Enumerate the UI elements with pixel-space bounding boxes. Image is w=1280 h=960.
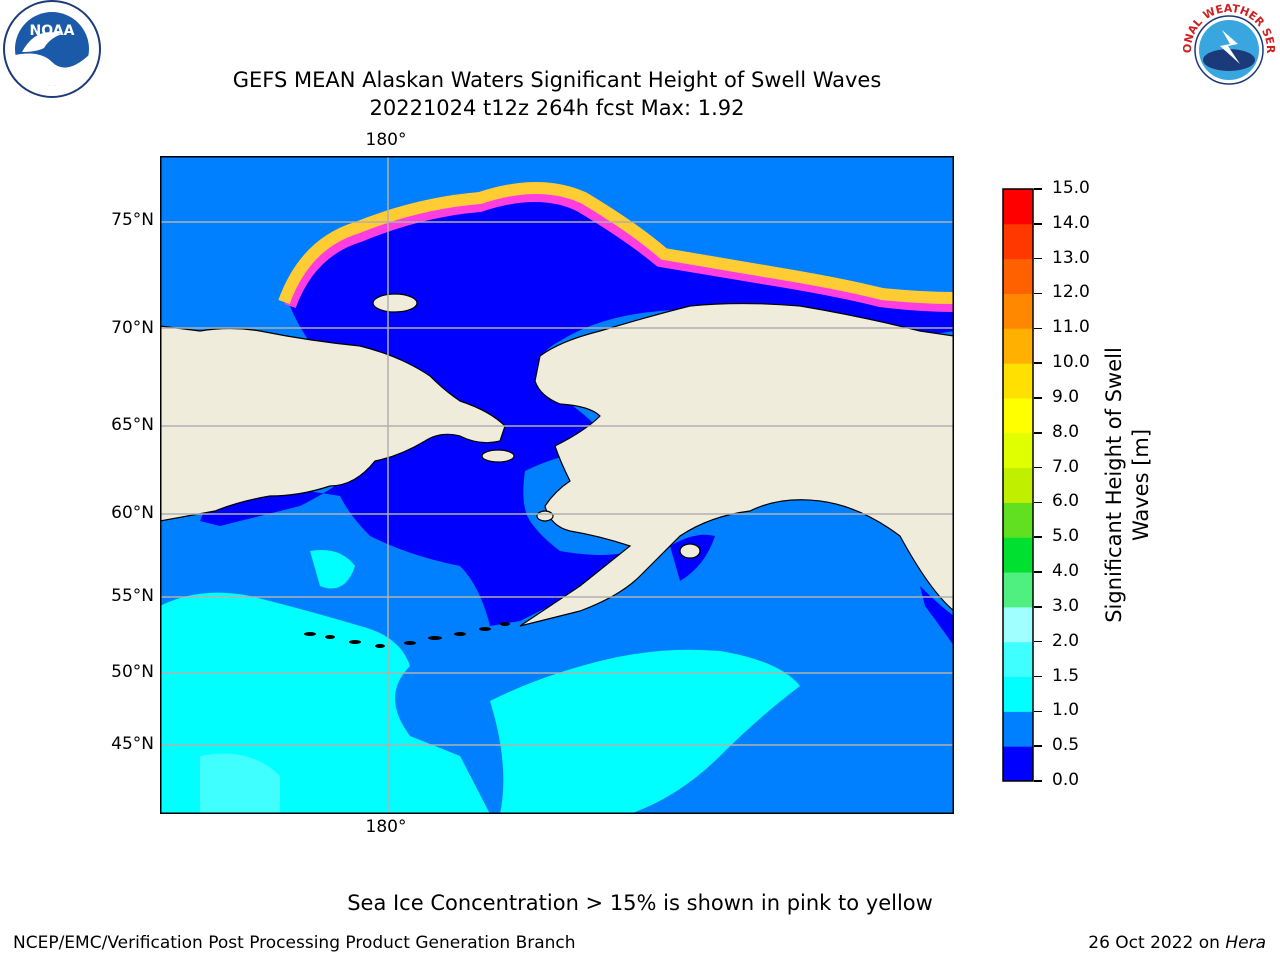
colorbar-tick-mark xyxy=(1034,710,1042,713)
colorbar-tick-label: 5.0 xyxy=(1052,526,1080,547)
land-alaska xyxy=(519,302,954,627)
aleutian-islands xyxy=(304,622,510,648)
colorbar-tick-mark xyxy=(1034,223,1042,225)
lon-label-top: 180° xyxy=(365,130,407,150)
lat-label-60n: 60°N xyxy=(111,503,154,523)
swell-band-0-0-5 xyxy=(920,586,954,646)
land-st-lawrence-island xyxy=(481,449,515,463)
colorbar-tick-label: 2.0 xyxy=(1052,630,1080,651)
colorbar-tick-label: 3.0 xyxy=(1052,595,1080,616)
land-siberia xyxy=(160,325,506,522)
colorbar-tick-mark xyxy=(1034,257,1042,260)
colorbar-tick-mark xyxy=(1034,188,1042,190)
noaa-logo: NOAA xyxy=(3,0,101,98)
colorbar-tick-label: 0.5 xyxy=(1052,735,1080,756)
colorbar-tick-label: 1.0 xyxy=(1052,700,1080,721)
colorbar-tick-label: 7.0 xyxy=(1052,456,1080,477)
land-kodiak-island xyxy=(679,543,701,559)
footer-date-text: 26 Oct 2022 on xyxy=(1088,933,1226,953)
sea-ice-edge xyxy=(284,190,954,312)
colorbar-tick-label: 15.0 xyxy=(1052,178,1090,198)
colorbar-tick-mark xyxy=(1034,397,1042,399)
colorbar-segment xyxy=(1003,502,1033,538)
map-title: GEFS MEAN Alaskan Waters Significant Hei… xyxy=(232,68,882,92)
colorbar-tick-label: 11.0 xyxy=(1052,317,1090,338)
sea-ice-note: Sea Ice Concentration > 15% is shown in … xyxy=(347,891,933,915)
colorbar-tick-label: 0.0 xyxy=(1052,770,1080,790)
colorbar-tick-mark xyxy=(1034,536,1042,538)
colorbar-tick-label: 8.0 xyxy=(1052,421,1080,442)
colorbar-segment xyxy=(1003,572,1033,608)
colorbar-tick-mark xyxy=(1034,780,1042,782)
colorbar-segment xyxy=(1003,641,1033,678)
colorbar-tick-mark xyxy=(1034,571,1042,573)
colorbar-tick-mark xyxy=(1034,432,1042,434)
colorbar-tick-label: 4.0 xyxy=(1052,561,1080,582)
land-wrangel-island xyxy=(372,293,418,313)
colorbar-tick-mark xyxy=(1034,606,1042,608)
colorbar-segment xyxy=(1003,397,1033,434)
colorbar-segment xyxy=(1003,328,1033,364)
lon-label-bottom: 180° xyxy=(365,817,407,837)
colorbar-tick-mark xyxy=(1034,745,1042,747)
colorbar-tick-label: 12.0 xyxy=(1052,282,1090,303)
colorbar xyxy=(1002,188,1034,782)
colorbar-segment xyxy=(1003,606,1033,643)
colorbar-tick-mark xyxy=(1034,362,1042,364)
lat-label-50n: 50°N xyxy=(111,662,154,682)
colorbar-segment xyxy=(1003,711,1033,747)
lat-label-55n: 55°N xyxy=(111,586,154,606)
colorbar-tick-label: 1.5 xyxy=(1052,665,1080,686)
colorbar-tick-label: 9.0 xyxy=(1052,386,1080,407)
colorbar-segment xyxy=(1003,676,1033,712)
colorbar-tick-mark xyxy=(1034,292,1042,295)
lat-label-65n: 65°N xyxy=(111,415,154,435)
map-panel xyxy=(160,156,954,814)
colorbar-segment xyxy=(1003,258,1033,294)
map-subtitle: 20221024 t12z 264h fcst Max: 1.92 xyxy=(369,96,745,120)
footer-date: 26 Oct 2022 on Hera xyxy=(1088,933,1266,953)
footer-branch: NCEP/EMC/Verification Post Processing Pr… xyxy=(13,933,576,953)
lat-label-75n: 75°N xyxy=(111,210,154,230)
nws-logo: NATIONAL WEATHER SERVICE xyxy=(1178,0,1277,98)
swell-band-1-5-2 xyxy=(200,753,280,814)
colorbar-segment xyxy=(1003,363,1033,399)
colorbar-segment xyxy=(1003,293,1033,329)
svg-text:NOAA: NOAA xyxy=(30,23,75,39)
colorbar-segment xyxy=(1003,746,1033,782)
colorbar-tick-mark xyxy=(1034,640,1042,643)
colorbar-label-line2: Waves [m] xyxy=(1129,428,1153,542)
swell-band-1-1-5 xyxy=(490,649,800,814)
colorbar-segment xyxy=(1003,223,1033,260)
land-nunivak-island xyxy=(536,510,554,522)
lat-label-45n: 45°N xyxy=(111,734,154,754)
colorbar-tick-label: 6.0 xyxy=(1052,491,1080,512)
swell-band-1-1-5 xyxy=(310,550,355,589)
colorbar-segment xyxy=(1003,467,1033,503)
sea-ice-edge xyxy=(278,182,954,305)
colorbar-tick-label: 10.0 xyxy=(1052,352,1090,373)
colorbar-tick-label: 13.0 xyxy=(1052,247,1090,268)
colorbar-segment xyxy=(1003,432,1033,469)
colorbar-tick-mark xyxy=(1034,327,1042,330)
colorbar-label-line1: Significant Height of Swell xyxy=(1102,347,1126,623)
colorbar-segment xyxy=(1003,537,1033,573)
colorbar-tick-label: 14.0 xyxy=(1052,212,1090,233)
colorbar-tick-mark xyxy=(1034,501,1042,504)
lat-label-70n: 70°N xyxy=(111,318,154,338)
footer-machine: Hera xyxy=(1225,933,1266,953)
colorbar-tick-mark xyxy=(1034,675,1042,678)
colorbar-tick-mark xyxy=(1034,466,1042,469)
colorbar-segment xyxy=(1003,189,1033,225)
graticule xyxy=(160,156,954,814)
